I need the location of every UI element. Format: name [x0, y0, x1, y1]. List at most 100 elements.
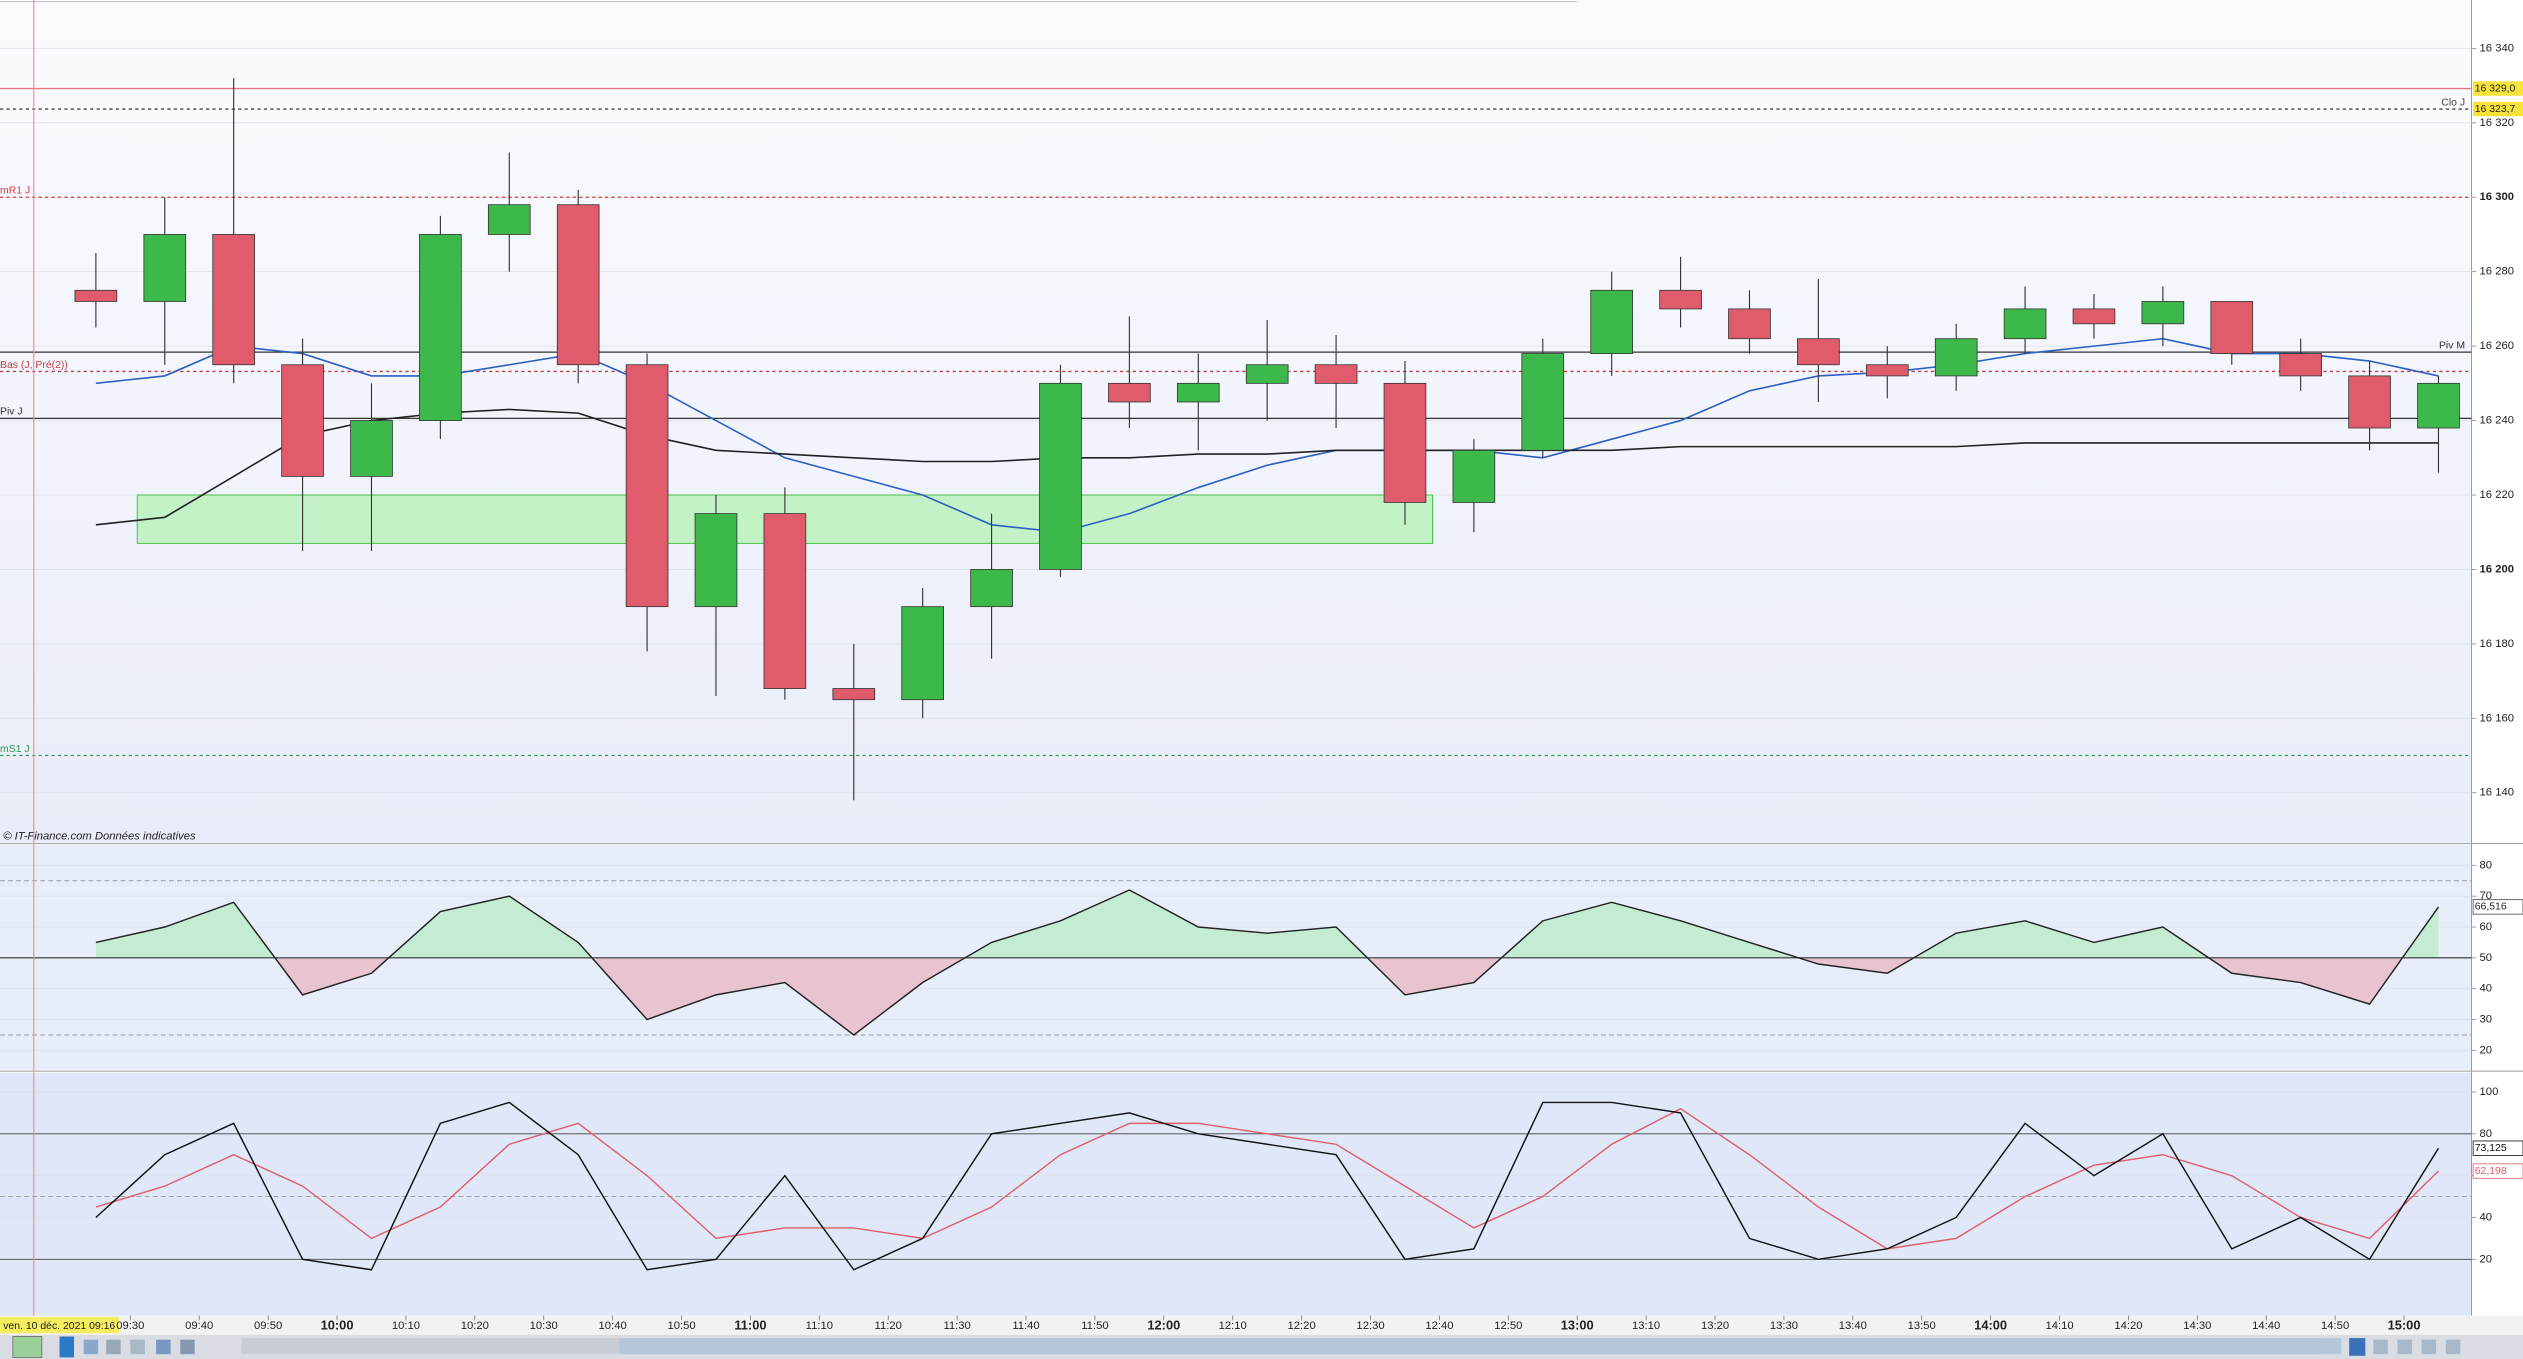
icon[interactable] — [180, 1339, 195, 1355]
icon[interactable] — [83, 1339, 99, 1355]
x-tick-label: 12:00 — [1147, 1317, 1180, 1332]
time-axis — [0, 1315, 2523, 1335]
level-label: Piv M — [2439, 340, 2465, 351]
candle-body — [1934, 338, 1978, 377]
x-tick-label: 10:10 — [392, 1320, 420, 1332]
candle-body — [1108, 382, 1151, 403]
moving-average — [95, 337, 2439, 534]
candle-body — [1039, 382, 1082, 570]
x-tick-label: 14:50 — [2321, 1320, 2349, 1332]
x-tick-label: 13:10 — [1632, 1320, 1660, 1332]
y-tick-label: 16 320 — [2480, 117, 2514, 129]
x-tick-label: 10:50 — [667, 1320, 695, 1332]
candle-body — [419, 234, 462, 421]
candle-body — [1728, 308, 1771, 340]
y-tick-label: 16 340 — [2480, 42, 2514, 54]
x-tick-label: 11:40 — [1012, 1320, 1039, 1332]
y-tick-label: 40 — [2480, 983, 2493, 995]
x-tick-label: 11:10 — [806, 1320, 833, 1332]
candle-body — [1797, 338, 1840, 366]
candle-body — [143, 234, 187, 302]
source: © IT-Finance.com Données indicatives — [3, 830, 196, 842]
candle-body — [2210, 301, 2254, 354]
candle-body — [2141, 301, 2185, 325]
x-tick-label: 10:20 — [461, 1320, 489, 1332]
candle-body — [556, 204, 600, 366]
x-tick-label: 11:20 — [875, 1320, 902, 1332]
x-tick-label: 13:30 — [1770, 1320, 1798, 1332]
stoch-panel — [0, 1072, 2472, 1316]
candle-body — [901, 606, 945, 701]
y-tick-label: 20 — [2480, 1044, 2493, 1056]
y-tick-label: 50 — [2480, 952, 2493, 964]
rsi-area-down — [275, 958, 2402, 1035]
y-tick-label: 40 — [2480, 1211, 2493, 1223]
rsi-line — [95, 889, 2440, 1036]
candle-body — [2279, 353, 2322, 377]
x-tick-label: 09:40 — [185, 1320, 213, 1332]
y-tick-label: 20 — [2480, 1253, 2493, 1265]
y-tick-label: 16 300 — [2480, 191, 2514, 203]
x-tick-label: 11:00 — [734, 1317, 766, 1332]
x-tick-label: 12:40 — [1425, 1320, 1453, 1332]
x-tick-label: 14:40 — [2252, 1320, 2280, 1332]
x-tick-label: 13:40 — [1839, 1320, 1867, 1332]
x-tick-label: 09:30 — [116, 1320, 144, 1332]
stoch-line — [95, 1101, 2440, 1271]
price-tag-label: 16 329,0 — [2475, 83, 2516, 94]
y-tick-label: 30 — [2480, 1014, 2493, 1026]
price-panel — [0, 0, 2472, 843]
y-tick-label: 16 220 — [2480, 489, 2514, 501]
icon[interactable] — [2349, 1338, 2366, 1356]
x-tick-label: 13:20 — [1701, 1320, 1729, 1332]
y-tick-label: 16 280 — [2480, 266, 2514, 278]
x-tick-label: 13:00 — [1561, 1317, 1594, 1332]
x-tick-label: 11:50 — [1081, 1320, 1108, 1332]
icon[interactable] — [2373, 1339, 2388, 1355]
y-tick-label: 16 240 — [2480, 415, 2514, 427]
candle-body — [2003, 308, 2047, 340]
right-axis — [2471, 0, 2523, 1316]
rsi-area-up — [95, 889, 2439, 959]
icon[interactable] — [106, 1339, 121, 1355]
candle-body — [2348, 375, 2391, 429]
y-tick-label: 80 — [2480, 859, 2493, 871]
icon[interactable] — [59, 1336, 75, 1358]
level-label: mS1 J — [0, 744, 30, 755]
level-label: Piv J — [0, 407, 23, 418]
x-tick-label: 12:10 — [1219, 1320, 1247, 1332]
candle-body — [2417, 382, 2460, 429]
x-tick-label: 09:50 — [254, 1320, 282, 1332]
x-tick-label: 10:30 — [530, 1320, 558, 1332]
x-tick-label: 15:00 — [2388, 1317, 2421, 1332]
stoch-tag — [2472, 1163, 2523, 1179]
x-tick-label: 10:40 — [599, 1320, 627, 1332]
level-label: mR1 J — [0, 186, 30, 197]
stoch-line — [95, 1107, 2439, 1250]
candle-body — [1521, 353, 1565, 451]
candle-body — [1452, 449, 1496, 503]
icon[interactable] — [12, 1336, 43, 1358]
icon[interactable] — [2421, 1339, 2437, 1355]
scroll-thumb[interactable] — [619, 1338, 2342, 1355]
candle-body — [1245, 364, 1289, 384]
x-tick-label: 12:20 — [1288, 1320, 1316, 1332]
candle-body — [1865, 364, 1909, 377]
icon[interactable] — [130, 1339, 145, 1355]
x-tick-label: 10:00 — [321, 1317, 354, 1332]
stoch-tag-label: 62,198 — [2475, 1166, 2507, 1177]
moving-average — [95, 408, 2439, 526]
y-tick-label: 16 140 — [2480, 787, 2514, 799]
x-tick-label: 12:50 — [1494, 1320, 1522, 1332]
icon[interactable] — [2397, 1339, 2412, 1355]
y-tick-label: 16 200 — [2480, 563, 2514, 575]
level-label: Bas (J, Pré(2)) — [0, 360, 68, 371]
candle-body — [1659, 289, 1702, 310]
candle-body — [1383, 382, 1427, 503]
x-tick-label: 12:30 — [1356, 1320, 1384, 1332]
icon[interactable] — [156, 1339, 171, 1355]
cursor-date: ven. 10 déc. 2021 09:16 — [3, 1321, 115, 1332]
icon[interactable] — [2445, 1339, 2461, 1355]
